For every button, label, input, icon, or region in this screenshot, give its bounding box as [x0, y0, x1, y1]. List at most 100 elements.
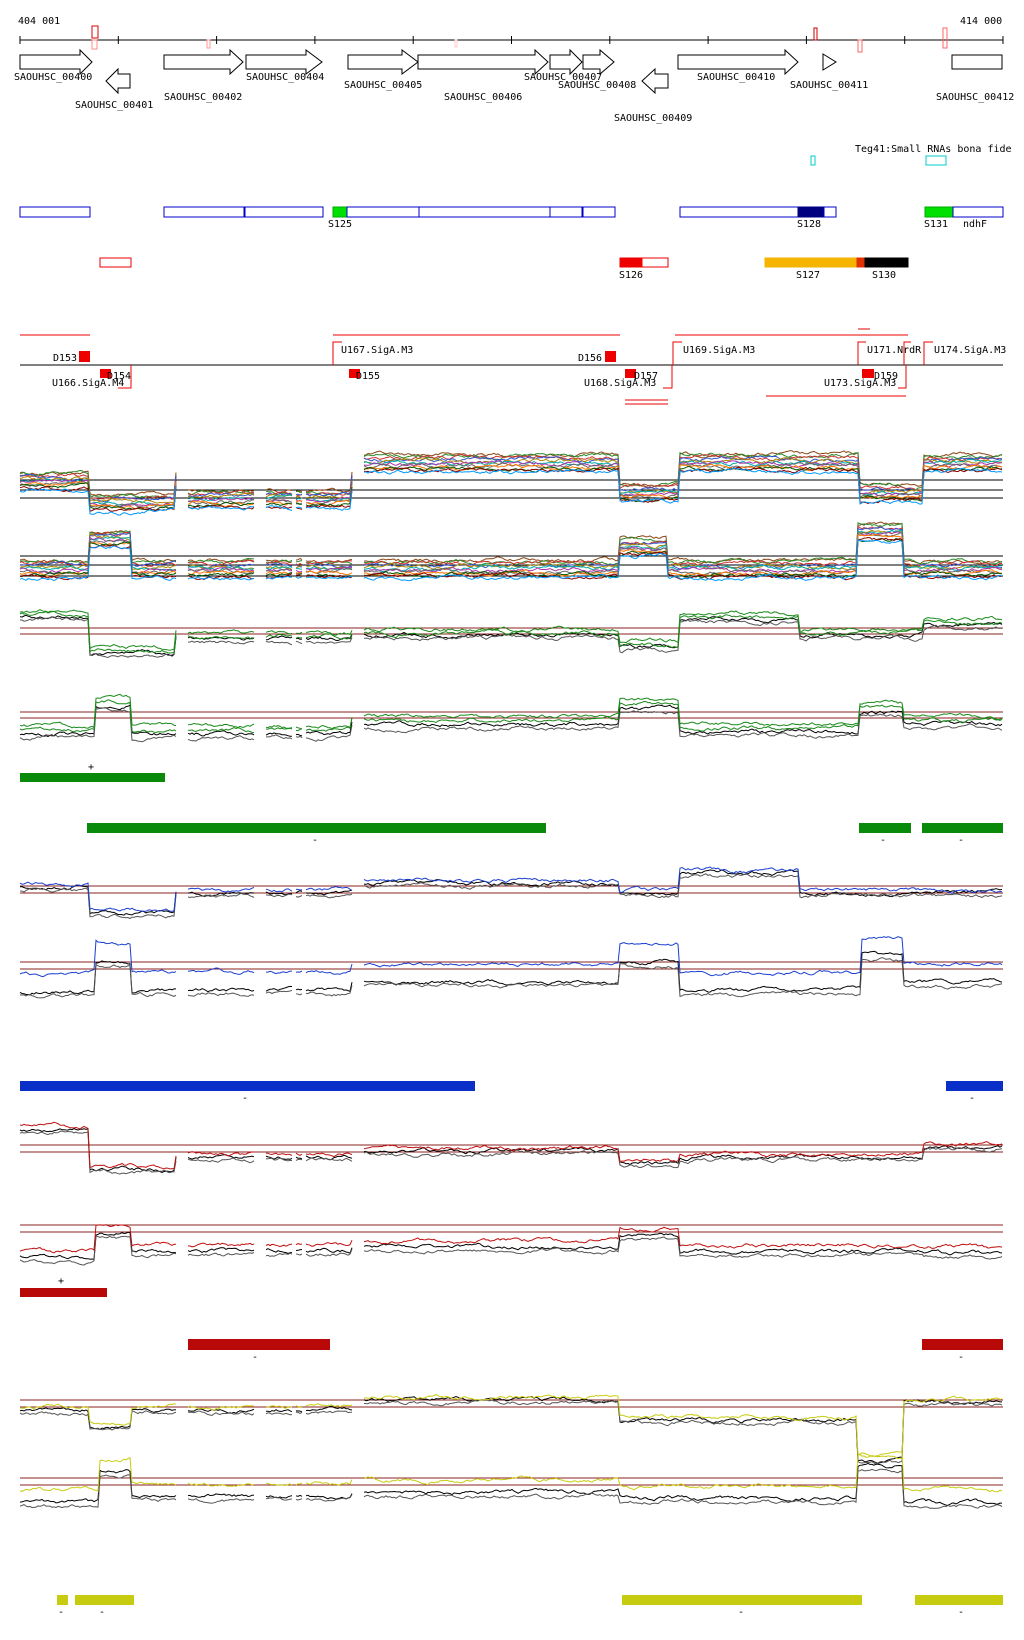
yellow-bar-down[interactable] — [57, 1595, 68, 1605]
expression-trace — [265, 1243, 293, 1248]
promoter-D157[interactable] — [625, 369, 636, 378]
yellow-bar-down[interactable] — [622, 1595, 862, 1605]
segment-S127[interactable] — [764, 257, 858, 268]
green-bar-down[interactable] — [922, 823, 1003, 833]
segment[interactable] — [346, 206, 420, 218]
gene-arrow-SAOUHSC_00406[interactable] — [417, 48, 549, 76]
expression-trace — [363, 704, 1003, 735]
expression-trace — [363, 1145, 1003, 1166]
gene-arrow-SAOUHSC_00405[interactable] — [347, 49, 419, 75]
expression-trace — [295, 565, 303, 568]
segment[interactable] — [679, 206, 799, 218]
segment-S126[interactable] — [619, 257, 643, 268]
gene-label: SAOUHSC_00404 — [246, 72, 324, 83]
green-bar-down[interactable] — [859, 823, 911, 833]
segment-S128[interactable] — [797, 206, 825, 218]
segment[interactable] — [418, 206, 551, 218]
segment[interactable] — [641, 257, 669, 268]
gene-arrow-SAOUHSC_00404[interactable] — [245, 49, 323, 75]
promoter-D154[interactable] — [100, 369, 111, 378]
small-rna-feature[interactable] — [810, 155, 816, 166]
small-rna-feature[interactable] — [925, 155, 947, 166]
expression-trace — [295, 495, 303, 499]
gene-arrow-SAOUHSC_00407[interactable] — [549, 48, 583, 76]
expression-trace — [295, 970, 303, 973]
panel-multi-2 — [19, 521, 1003, 582]
red-bar-up[interactable] — [20, 1288, 107, 1297]
expression-trace — [363, 522, 1003, 566]
expression-trace — [188, 967, 255, 975]
segment-S130[interactable] — [864, 257, 909, 268]
expression-trace — [19, 707, 177, 743]
ruler-mark — [813, 27, 818, 41]
expression-trace — [265, 493, 293, 498]
gene-label: SAOUHSC_00409 — [614, 113, 692, 124]
gene-arrow-SAOUHSC_00409[interactable] — [641, 67, 669, 95]
segment-S125[interactable] — [332, 206, 348, 218]
expression-trace — [265, 985, 293, 992]
expression-trace — [305, 1247, 353, 1254]
red-bar-up-sign: + — [58, 1276, 64, 1287]
segment[interactable] — [823, 206, 837, 218]
expression-trace — [265, 571, 293, 575]
green-bar-up-sign: + — [88, 762, 94, 773]
expression-trace — [19, 536, 177, 574]
expression-trace — [187, 992, 255, 997]
expression-trace — [363, 866, 1003, 894]
segment-ndhF[interactable] — [952, 206, 1004, 218]
expression-trace — [363, 1450, 1003, 1493]
promoter-D155[interactable] — [349, 369, 360, 378]
gene-arrow-SAOUHSC_00400[interactable] — [19, 48, 93, 76]
expression-trace — [19, 1409, 177, 1431]
blue-bar-down[interactable] — [946, 1081, 1003, 1091]
segment[interactable] — [99, 257, 132, 268]
promoter-label: U171.NrdR — [867, 345, 922, 356]
expression-trace — [363, 710, 1003, 739]
promoter-D159[interactable] — [862, 369, 874, 378]
red-bar-down[interactable] — [188, 1339, 330, 1350]
gene-arrow-SAOUHSC_00401[interactable] — [105, 67, 131, 95]
yellow-bar-down[interactable] — [915, 1595, 1003, 1605]
expression-trace — [363, 538, 1003, 582]
expression-trace — [305, 1157, 353, 1162]
panel-green-1 — [19, 609, 1003, 659]
expression-trace — [305, 1405, 353, 1412]
expression-trace — [305, 889, 353, 896]
blue-bar-down[interactable] — [20, 1081, 475, 1091]
blue-bar-down-sign: - — [242, 1093, 248, 1104]
green-bar-down[interactable] — [87, 823, 546, 833]
segment[interactable] — [856, 257, 866, 268]
gene-arrow-SAOUHSC_00410[interactable] — [677, 48, 799, 76]
segment[interactable] — [19, 206, 91, 218]
promoter-D153[interactable] — [79, 351, 90, 362]
segment[interactable] — [244, 206, 324, 218]
expression-trace — [19, 541, 177, 578]
expression-trace — [305, 566, 353, 572]
expression-trace — [305, 893, 353, 899]
panel-red-1 — [19, 1121, 1003, 1175]
yellow-bar-down-sign: - — [958, 1607, 964, 1618]
expression-trace — [295, 988, 303, 991]
expression-trace — [363, 936, 1003, 977]
expression-trace — [265, 1155, 293, 1160]
expression-trace — [305, 560, 353, 565]
expression-trace — [19, 939, 177, 978]
gene-arrow-SAOUHSC_00411[interactable] — [822, 53, 837, 71]
expression-trace — [295, 637, 303, 640]
gene-arrow-SAOUHSC_00408[interactable] — [582, 48, 615, 76]
red-bar-down[interactable] — [922, 1339, 1003, 1350]
expression-trace — [19, 693, 177, 729]
gene-arrow-SAOUHSC_00402[interactable] — [163, 48, 244, 76]
segment[interactable] — [549, 206, 583, 218]
expression-trace — [295, 503, 303, 505]
promoter-D156[interactable] — [605, 351, 616, 362]
segment[interactable] — [582, 206, 616, 218]
gene-arrow-SAOUHSC_00412[interactable] — [951, 54, 1003, 70]
green-bar-up[interactable] — [20, 773, 165, 782]
segment[interactable] — [163, 206, 245, 218]
yellow-bar-down[interactable] — [75, 1595, 134, 1605]
expression-trace — [265, 494, 293, 500]
segment-S131[interactable] — [924, 206, 954, 218]
expression-trace — [265, 568, 293, 573]
